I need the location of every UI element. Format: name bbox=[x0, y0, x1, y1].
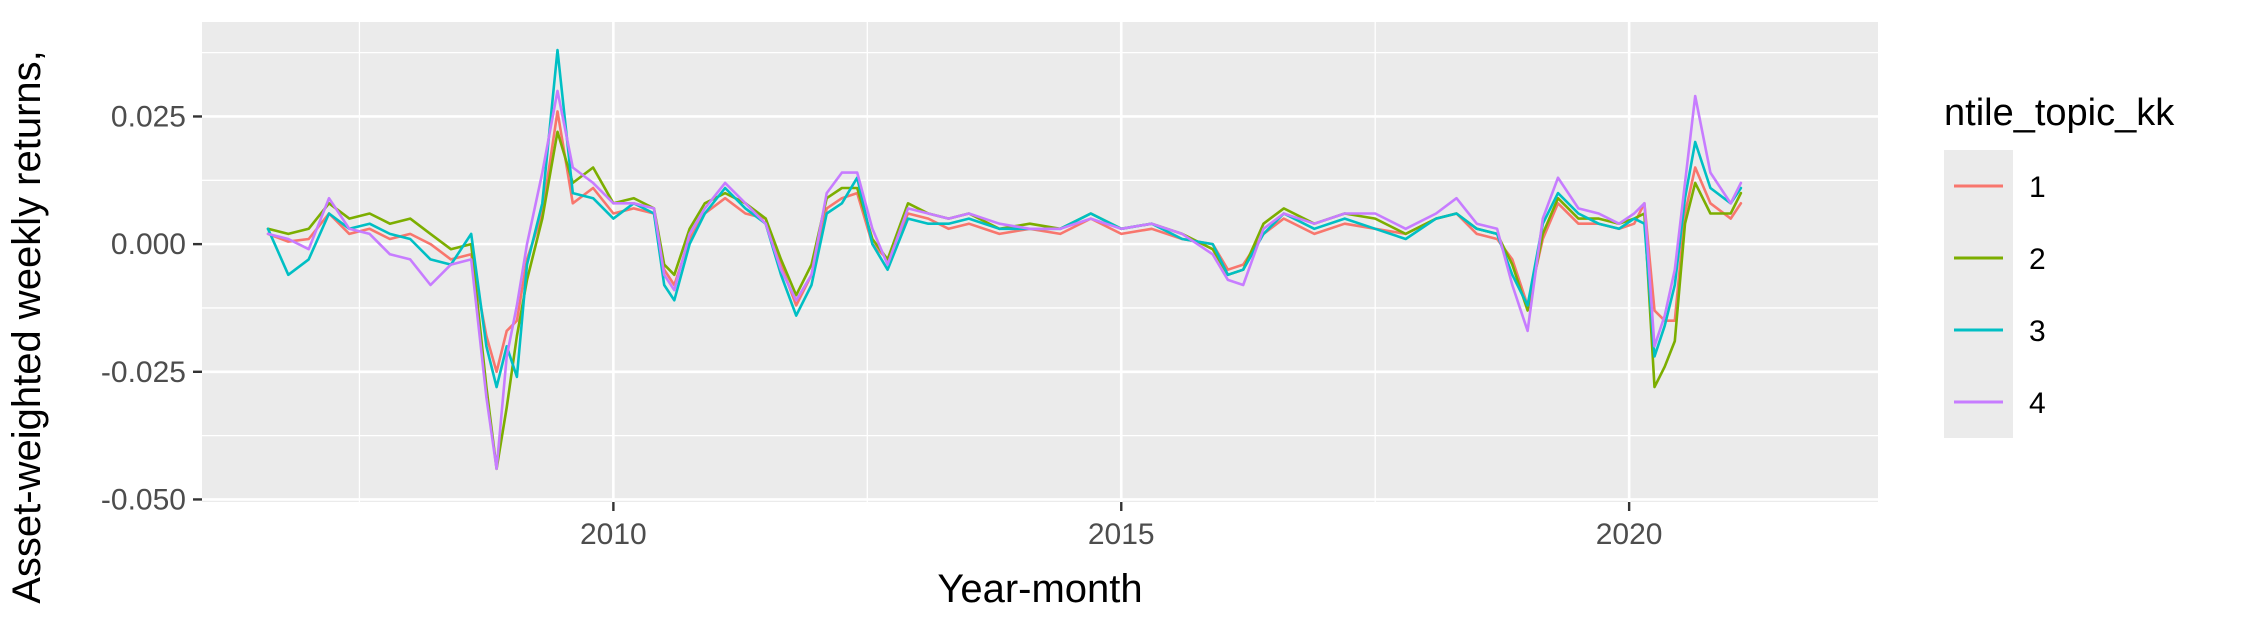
y-tick-label: -0.050 bbox=[101, 483, 186, 516]
series-line-1 bbox=[266, 110, 1743, 374]
series-line-4 bbox=[266, 89, 1743, 471]
legend-label: 3 bbox=[2029, 315, 2046, 348]
plot-panel bbox=[202, 22, 1878, 502]
x-tick-label: 2015 bbox=[1088, 518, 1155, 551]
y-axis-title: Asset-weighted weekly returns, bbox=[5, 50, 49, 604]
grid-minor bbox=[202, 22, 1878, 502]
series-line-3 bbox=[266, 48, 1743, 389]
legend-title: ntile_topic_kk bbox=[1944, 92, 2175, 134]
y-tick-label: 0.000 bbox=[111, 228, 186, 261]
legend-label: 4 bbox=[2029, 387, 2046, 420]
y-tick-label: -0.025 bbox=[101, 356, 186, 389]
series-lines bbox=[266, 48, 1743, 471]
x-axis-title: Year-month bbox=[937, 567, 1142, 611]
legend-label: 1 bbox=[2029, 171, 2046, 204]
grid-major bbox=[202, 22, 1878, 502]
axes: -0.050 -0.025 0.000 0.025 2010 2015 2020 bbox=[101, 100, 1663, 551]
legend: ntile_topic_kk 1 2 3 4 bbox=[1944, 92, 2175, 438]
x-tick-label: 2010 bbox=[580, 518, 647, 551]
y-tick-label: 0.025 bbox=[111, 100, 186, 133]
x-tick-label: 2020 bbox=[1596, 518, 1663, 551]
legend-label: 2 bbox=[2029, 243, 2046, 276]
